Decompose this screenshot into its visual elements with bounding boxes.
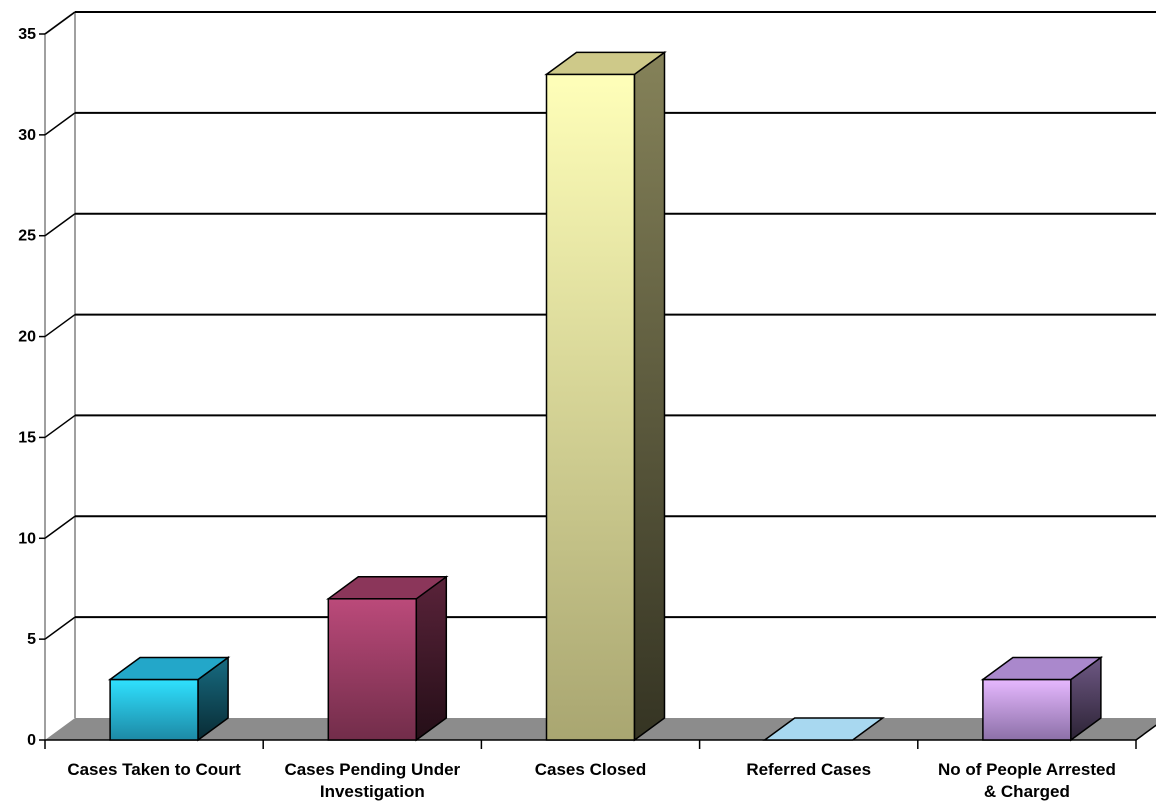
bar-front-face: [982, 678, 1072, 741]
bar-side-face: [415, 575, 448, 742]
x-category-label-2-line-0: Cases Closed: [535, 760, 647, 779]
bar-top-face: [326, 576, 449, 600]
bar-front-face: [327, 598, 418, 741]
bar-side-face: [633, 50, 666, 742]
gridline-side-5: [44, 616, 76, 640]
y-tick-label-30: 30: [18, 127, 36, 144]
bar-top-face: [762, 717, 885, 741]
bar-1: [326, 575, 449, 742]
x-category-label-4-line-0: No of People Arrested: [938, 760, 1116, 779]
gridline-side-15: [44, 414, 76, 439]
y-tick-label-5: 5: [27, 631, 36, 648]
bar-top-face: [544, 51, 667, 76]
x-category-label-4-line-1: & Charged: [984, 782, 1070, 801]
bar-4: [980, 656, 1104, 742]
bars: [107, 50, 1104, 742]
gridline-side-30: [44, 112, 76, 136]
y-tick-label-0: 0: [27, 732, 36, 749]
floor-right-edge: [1135, 724, 1156, 741]
bar-3: [762, 717, 885, 741]
x-category-label-3-line-0: Referred Cases: [746, 760, 871, 779]
y-axis-tick-labels: 0 5 10 15 20 25 30 35: [18, 26, 36, 749]
bar-0: [107, 656, 231, 742]
bar-front-face: [109, 678, 199, 741]
x-category-label-1-line-0: Cases Pending Under: [284, 760, 460, 779]
x-category-label-1-line-1: Investigation: [320, 782, 425, 801]
gridline-side-25: [44, 213, 76, 237]
gridline-side-20: [44, 313, 76, 338]
x-axis-category-labels: Cases Taken to Court Cases Pending Under I…: [67, 760, 1116, 801]
gridline-side-10: [44, 515, 76, 539]
y-tick-label-25: 25: [18, 228, 36, 245]
y-tick-label-15: 15: [18, 429, 36, 446]
bar-top-face: [107, 656, 231, 681]
gridline-side-35: [44, 11, 76, 35]
y-tick-label-10: 10: [18, 530, 36, 547]
y-tick-label-20: 20: [18, 329, 36, 346]
bar-top-face: [980, 656, 1104, 681]
y-tick-label-35: 35: [18, 26, 36, 43]
x-category-label-0-line-0: Cases Taken to Court: [67, 760, 241, 779]
bar-2: [544, 50, 667, 742]
bar-front-face: [545, 73, 636, 741]
